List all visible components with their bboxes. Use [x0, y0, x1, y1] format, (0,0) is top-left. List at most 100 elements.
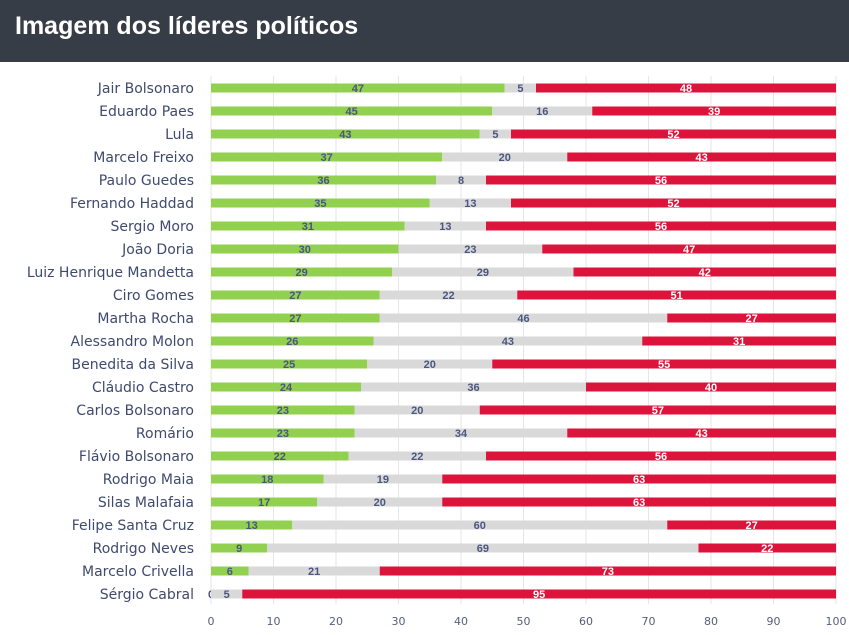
data-label: 5: [517, 83, 523, 95]
bar-segment: [211, 313, 380, 323]
data-label: 31: [733, 336, 745, 348]
bar-segment: [211, 152, 443, 162]
bar-segment: [211, 543, 268, 553]
bar-segment: [211, 221, 405, 231]
bar-segment: [698, 543, 836, 553]
category-label: Carlos Bolsonaro: [76, 403, 194, 419]
data-label: 95: [533, 589, 545, 601]
data-label: 27: [746, 313, 758, 325]
bar-segment: [211, 83, 505, 93]
bar-segment: [479, 129, 511, 139]
data-label: 13: [439, 221, 451, 233]
bar-segment: [361, 382, 586, 392]
chart-header: Imagem dos líderes políticos: [0, 0, 849, 62]
data-label: 6: [227, 566, 233, 578]
bar-segment: [379, 313, 668, 323]
data-label: 26: [286, 336, 298, 348]
category-label: Flávio Bolsonaro: [79, 449, 194, 465]
data-label: 57: [652, 405, 664, 417]
bar-segment: [242, 589, 836, 599]
data-label: 48: [680, 83, 692, 95]
data-label: 20: [424, 359, 436, 371]
data-label: 30: [299, 244, 311, 256]
x-tick-label: 90: [767, 615, 781, 628]
bar-segment: [486, 175, 836, 185]
category-label: Rodrigo Neves: [93, 541, 194, 557]
data-label: 20: [499, 152, 511, 164]
bar-segment: [367, 359, 493, 369]
bar-segment: [211, 405, 355, 415]
bar-segment: [354, 428, 568, 438]
bar-segment: [211, 267, 393, 277]
data-label: 22: [442, 290, 454, 302]
data-label: 55: [658, 359, 670, 371]
category-label: Ciro Gomes: [113, 288, 194, 304]
bar-segment: [504, 83, 536, 93]
x-tick-label: 100: [826, 615, 847, 628]
bar-segment: [379, 290, 518, 300]
data-label: 25: [283, 359, 295, 371]
data-label: 45: [346, 106, 358, 118]
data-label: 22: [274, 451, 286, 463]
bar-segment: [211, 474, 324, 484]
bar-segment: [586, 382, 836, 392]
data-label: 43: [696, 428, 708, 440]
data-label: 5: [224, 589, 230, 601]
category-label: Luiz Henrique Mandetta: [27, 265, 194, 281]
data-label: 19: [377, 474, 389, 486]
x-tick-label: 30: [392, 615, 406, 628]
bar-segment: [442, 152, 568, 162]
category-label: João Doria: [121, 242, 194, 258]
x-tick-label: 50: [517, 615, 531, 628]
x-tick-label: 70: [642, 615, 656, 628]
data-label: 37: [321, 152, 333, 164]
category-label: Paulo Guedes: [99, 173, 194, 189]
data-label: 36: [467, 382, 479, 394]
category-label: Sergio Moro: [111, 219, 194, 235]
data-label: 29: [296, 267, 308, 279]
data-label: 43: [696, 152, 708, 164]
bar-segment: [592, 106, 836, 116]
bar-segment: [511, 198, 836, 208]
data-label: 24: [280, 382, 293, 394]
data-label: 42: [699, 267, 711, 279]
bar-segment: [667, 313, 836, 323]
x-tick-label: 10: [267, 615, 281, 628]
bar-segment: [511, 129, 836, 139]
x-tick-label: 0: [208, 615, 215, 628]
data-label: 60: [474, 520, 486, 532]
category-label: Martha Rocha: [97, 311, 194, 327]
bar-segment: [211, 129, 480, 139]
data-label: 27: [289, 290, 301, 302]
data-label: 52: [667, 129, 679, 141]
bar-segment: [542, 244, 836, 254]
bar-segment: [492, 359, 836, 369]
data-label: 51: [671, 290, 683, 302]
data-label: 16: [536, 106, 548, 118]
bar-segment: [517, 290, 836, 300]
data-label: 39: [708, 106, 720, 118]
bar-segment: [442, 497, 836, 507]
category-label: Felipe Santa Cruz: [72, 518, 194, 534]
category-label: Alessandro Molon: [71, 334, 194, 350]
bar-segment: [211, 198, 430, 208]
data-label: 40: [705, 382, 717, 394]
data-label: 43: [339, 129, 351, 141]
bar-segment: [442, 474, 836, 484]
bar-segment: [486, 451, 836, 461]
bar-segment: [573, 267, 836, 277]
category-label: Benedita da Silva: [72, 357, 194, 373]
data-label: 63: [633, 497, 645, 509]
bar-segment: [211, 451, 349, 461]
bar-segment: [398, 244, 543, 254]
data-label: 34: [455, 428, 468, 440]
bar-segment: [211, 175, 436, 185]
bar-segment: [317, 497, 443, 507]
bar-segment: [567, 428, 836, 438]
bar-segment: [486, 221, 836, 231]
data-label: 22: [761, 543, 773, 555]
data-label: 18: [261, 474, 273, 486]
bar-segment: [248, 566, 380, 576]
category-label: Marcelo Freixo: [93, 150, 194, 166]
